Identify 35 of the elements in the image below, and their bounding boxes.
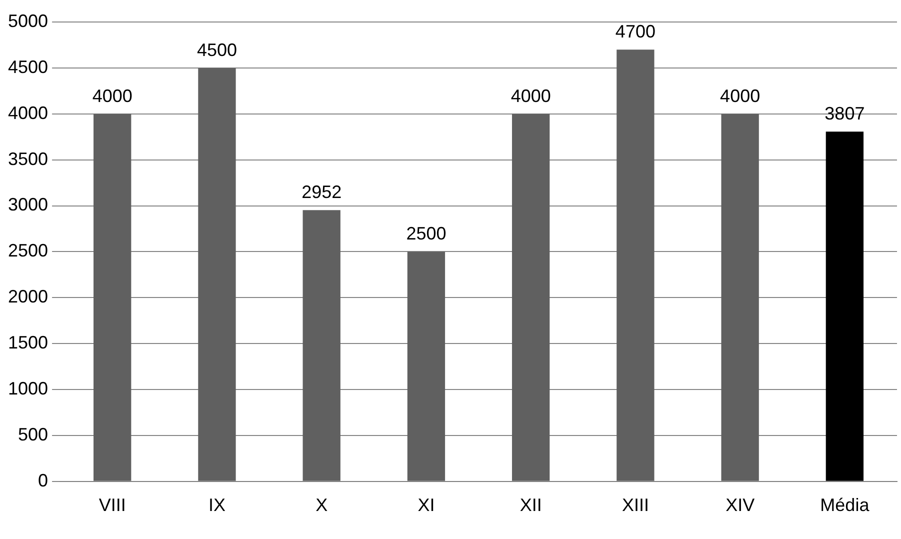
data-label: 4000 xyxy=(720,86,760,106)
data-label: 4000 xyxy=(92,86,132,106)
bar xyxy=(407,252,446,481)
y-tick-label: 4500 xyxy=(8,56,48,77)
data-label: 3807 xyxy=(824,104,865,124)
bar xyxy=(616,50,654,481)
y-tick-label: 3500 xyxy=(8,148,48,169)
bar xyxy=(198,68,236,481)
x-tick-label: VIII xyxy=(98,495,126,516)
y-tick-label: 3000 xyxy=(8,194,48,215)
data-label: 2500 xyxy=(406,224,446,244)
x-tick-label: X xyxy=(316,495,328,516)
data-label: 4000 xyxy=(510,86,551,106)
y-tick-label: 5000 xyxy=(8,10,48,31)
x-tick-label: XI xyxy=(418,495,435,516)
y-tick-label: 4000 xyxy=(8,102,48,123)
y-tick-label: 2000 xyxy=(8,286,48,307)
bar xyxy=(826,132,864,481)
x-tick-label: XIII xyxy=(622,495,649,516)
data-label: 4500 xyxy=(196,40,237,60)
y-tick-label: 1500 xyxy=(8,332,48,353)
data-label: 2952 xyxy=(302,182,342,202)
x-tick-label: Média xyxy=(820,495,870,516)
y-tick-label: 0 xyxy=(38,470,48,490)
x-tick-label: XIV xyxy=(726,495,755,516)
bar xyxy=(721,114,759,481)
y-tick-label: 500 xyxy=(18,424,48,444)
data-label: 4700 xyxy=(615,22,656,42)
x-tick-label: IX xyxy=(208,495,226,516)
y-tick-label: 2500 xyxy=(8,240,48,261)
x-tick-label: XII xyxy=(520,495,542,516)
bar xyxy=(512,114,550,481)
bar xyxy=(302,210,340,481)
bar xyxy=(94,114,132,481)
y-tick-label: 1000 xyxy=(8,378,48,398)
